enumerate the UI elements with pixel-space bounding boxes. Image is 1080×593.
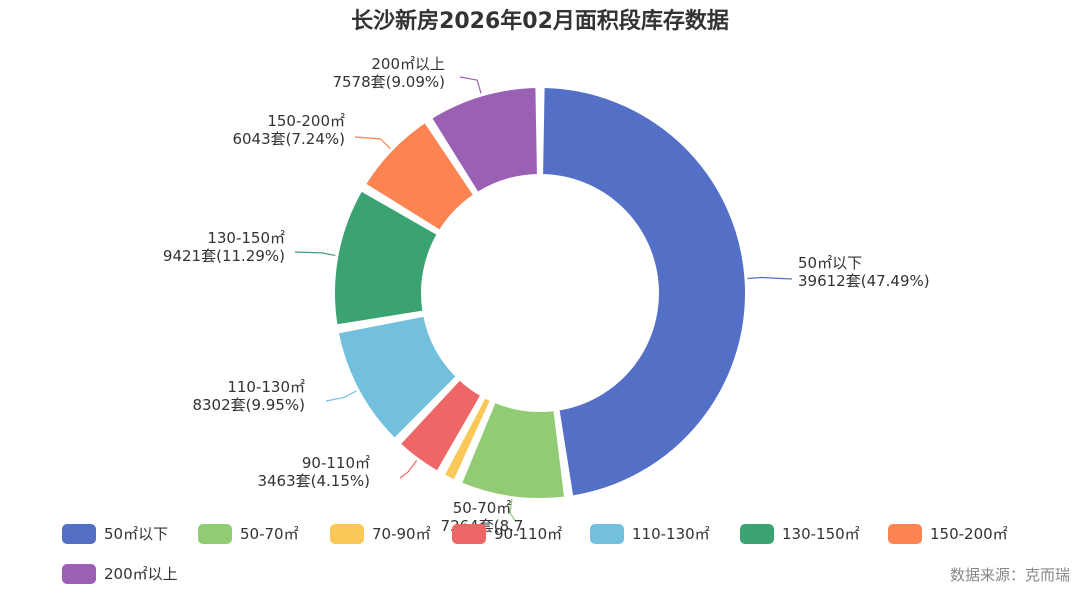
legend-item-3[interactable]: 70-90㎡ <box>330 524 431 544</box>
callout-line-5 <box>325 390 357 402</box>
data-label-value-8: 7578套(9.09%) <box>332 73 445 91</box>
legend-swatch <box>62 564 96 584</box>
legend-swatch <box>590 524 624 544</box>
slices-group <box>333 86 747 500</box>
slice-7[interactable] <box>364 121 476 232</box>
data-label-value-5: 8302套(9.95%) <box>192 396 305 414</box>
callout-line-1 <box>747 276 793 280</box>
legend-swatch <box>740 524 774 544</box>
data-label-name-2: 50-70㎡ <box>453 499 512 517</box>
legend-swatch <box>62 524 96 544</box>
data-label-name-1: 50㎡以下 <box>798 254 862 272</box>
legend-swatch <box>198 524 232 544</box>
legend-label: 150-200㎡ <box>930 525 1008 543</box>
callout-line-2 <box>509 499 517 523</box>
data-label-value-6: 9421套(11.29%) <box>163 247 285 265</box>
slice-8[interactable] <box>430 86 539 194</box>
legend-label: 70-90㎡ <box>372 525 431 543</box>
legend-item-1[interactable]: 50㎡以下 <box>62 524 168 544</box>
slice-2[interactable] <box>460 400 567 500</box>
slice-5[interactable] <box>336 314 458 440</box>
data-label-name-6: 130-150㎡ <box>207 229 285 247</box>
legend-label: 130-150㎡ <box>782 525 860 543</box>
callout-line-4 <box>399 460 418 479</box>
legend-label: 50㎡以下 <box>104 525 168 543</box>
callout-line-8 <box>459 76 482 94</box>
callout-line-7 <box>354 136 391 150</box>
legend-label: 50-70㎡ <box>240 525 299 543</box>
callout-line-6 <box>294 251 336 257</box>
data-label-value-7: 6043套(7.24%) <box>232 130 345 148</box>
legend-label: 90-110㎡ <box>494 525 562 543</box>
legend-label: 110-130㎡ <box>632 525 710 543</box>
slice-1[interactable] <box>541 86 747 498</box>
legend-label: 200㎡以上 <box>104 565 178 583</box>
data-label-name-5: 110-130㎡ <box>227 378 305 396</box>
legend-item-4[interactable]: 90-110㎡ <box>452 524 562 544</box>
data-label-name-8: 200㎡以上 <box>371 55 445 73</box>
legend: 50㎡以下 50-70㎡ 70-90㎡ 90-110㎡ 110-130㎡ 130-150㎡… <box>62 524 1008 584</box>
data-label-value-1: 39612套(47.49%) <box>798 272 930 290</box>
chart-title: 长沙新房2026年02月面积段库存数据 <box>351 8 729 34</box>
data-label-name-4: 90-110㎡ <box>302 454 370 472</box>
data-label-value-4: 3463套(4.15%) <box>257 472 370 490</box>
legend-swatch <box>888 524 922 544</box>
legend-item-2[interactable]: 50-70㎡ <box>198 524 299 544</box>
legend-item-6[interactable]: 130-150㎡ <box>740 524 860 544</box>
legend-item-8[interactable]: 200㎡以上 <box>62 564 178 584</box>
legend-item-5[interactable]: 110-130㎡ <box>590 524 710 544</box>
data-label-name-7: 150-200㎡ <box>267 112 345 130</box>
slice-4[interactable] <box>398 378 483 473</box>
legend-swatch <box>330 524 364 544</box>
slice-3[interactable] <box>442 396 493 482</box>
callouts-group: 50㎡以下39612套(47.49%)50-70㎡7264套(8.790-110… <box>163 55 930 535</box>
legend-swatch <box>452 524 486 544</box>
source-note: 数据来源：克而瑞 <box>950 566 1070 584</box>
legend-item-7[interactable]: 150-200㎡ <box>888 524 1008 544</box>
slice-6[interactable] <box>333 189 439 327</box>
